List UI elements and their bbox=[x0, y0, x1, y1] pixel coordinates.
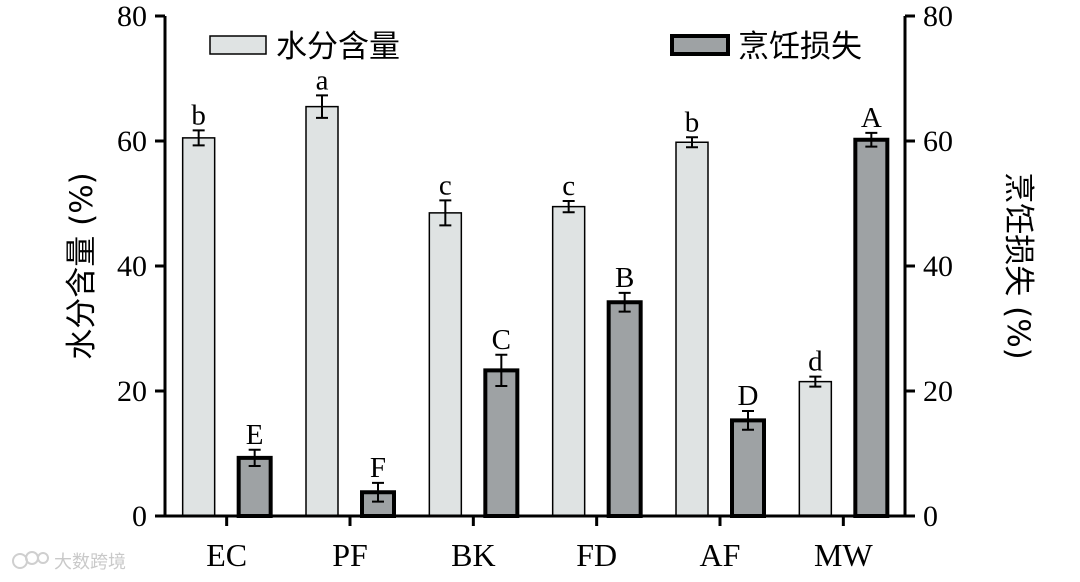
axes-layer bbox=[163, 16, 907, 518]
moisture-bar bbox=[675, 141, 709, 517]
cooking-loss-significance-label: E bbox=[246, 419, 264, 451]
x-tick-label: FD bbox=[576, 537, 617, 573]
moisture-significance-label: a bbox=[316, 64, 329, 96]
watermark-logo-icon bbox=[12, 551, 49, 569]
ticks-layer: 0 0 20 20 40 40 60 60 80 80 bbox=[117, 0, 953, 533]
cooking-loss-bar bbox=[236, 455, 273, 518]
left-y-tick-label: 40 bbox=[117, 250, 147, 283]
left-y-tick-label: 20 bbox=[117, 375, 147, 408]
legend-swatch-cooking-loss bbox=[670, 34, 730, 56]
moisture-significance-label: b bbox=[685, 106, 700, 138]
cooking-loss-significance-label: F bbox=[370, 452, 386, 484]
legend-label-cooking-loss: 烹饪损失 bbox=[738, 29, 862, 65]
moisture-bar bbox=[798, 380, 833, 517]
watermark-text: 大数跨境 bbox=[54, 552, 126, 573]
cooking-loss-significance-label: B bbox=[615, 262, 634, 294]
category-labels: EC PF BK FD AF MW bbox=[206, 516, 873, 573]
moisture-significance-label: d bbox=[808, 346, 823, 378]
moisture-bar bbox=[305, 105, 339, 517]
cooking-loss-significance-label: A bbox=[861, 102, 882, 134]
cooking-loss-significance-label: C bbox=[492, 324, 511, 356]
moisture-bar bbox=[551, 205, 586, 517]
left-y-tick-label: 60 bbox=[117, 125, 147, 158]
left-y-tick-label: 80 bbox=[117, 0, 147, 33]
x-tick-label: AF bbox=[700, 537, 741, 573]
left-y-tick-label: 0 bbox=[132, 500, 147, 533]
left-y-axis-title: 水分含量 (%) bbox=[64, 172, 100, 360]
cooking-loss-significance-label: D bbox=[738, 380, 759, 412]
moisture-significance-label: b bbox=[191, 99, 206, 131]
moisture-significance-label: c bbox=[439, 169, 452, 201]
right-y-tick-label: 0 bbox=[923, 500, 938, 533]
watermark: 大数跨境 bbox=[12, 551, 126, 573]
x-tick-label: BK bbox=[451, 537, 495, 573]
right-y-tick-label: 40 bbox=[923, 250, 953, 283]
right-y-tick-label: 80 bbox=[923, 0, 953, 33]
moisture-bar bbox=[181, 137, 216, 517]
cooking-loss-bar bbox=[853, 137, 890, 518]
bars-layer: b Ea Fc Cc Bb Dd A bbox=[181, 64, 890, 518]
cooking-loss-bar bbox=[483, 368, 520, 518]
right-y-axis-title: 烹饪损失 (%) bbox=[1000, 172, 1036, 360]
x-tick-label: EC bbox=[206, 537, 247, 573]
cooking-loss-bar bbox=[730, 418, 766, 518]
legend-label-moisture: 水分含量 bbox=[276, 29, 400, 65]
legend-swatch-moisture bbox=[209, 35, 267, 55]
x-tick-label: MW bbox=[814, 537, 873, 573]
cooking-loss-bar bbox=[606, 300, 643, 518]
legend: 水分含量 烹饪损失 bbox=[209, 29, 862, 65]
moisture-bar bbox=[428, 212, 463, 517]
x-tick-label: PF bbox=[332, 537, 368, 573]
moisture-significance-label: c bbox=[562, 170, 575, 202]
right-y-tick-label: 20 bbox=[923, 375, 953, 408]
right-y-tick-label: 60 bbox=[923, 125, 953, 158]
